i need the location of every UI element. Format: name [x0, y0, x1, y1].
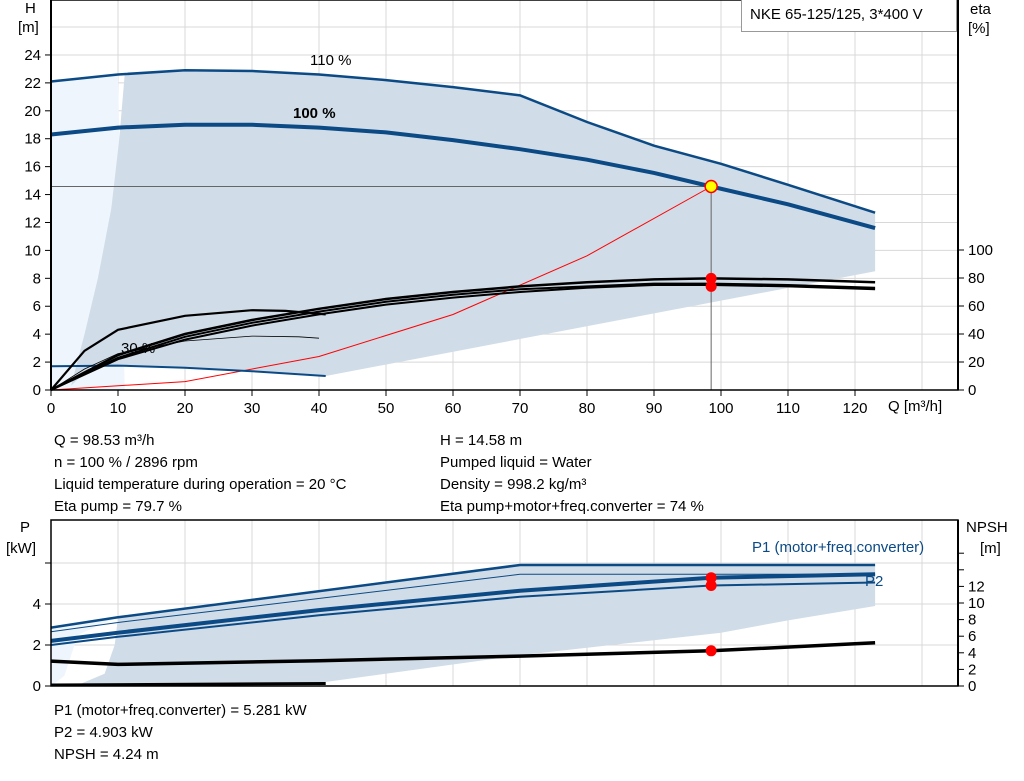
- p-axis-label: P: [20, 519, 31, 536]
- eta-curve-4: [50, 335, 320, 391]
- h-tick-label: 20: [24, 103, 41, 120]
- h-tick-label: 14: [24, 187, 41, 204]
- curve-label-30: 30 %: [121, 340, 156, 357]
- info-density: Density = 998.2 kg/m³: [440, 476, 587, 493]
- npsh-tick-label: 10: [968, 595, 985, 612]
- info-speed: n = 100 % / 2896 rpm: [54, 454, 198, 471]
- h-tick-label: 4: [33, 326, 41, 343]
- curve-label-100: 100 %: [293, 105, 336, 122]
- info-flow: Q = 98.53 m³/h: [54, 432, 155, 449]
- info-temperature: Liquid temperature during operation = 20…: [54, 476, 347, 493]
- power-curve-1: [50, 563, 876, 629]
- eta-tick-label: 20: [968, 354, 985, 371]
- power-curve-3: [50, 572, 876, 643]
- npsh-tick-label: 6: [968, 628, 976, 645]
- q-tick-label: 50: [378, 400, 395, 417]
- eta-total-duty-marker: [705, 280, 717, 292]
- q-tick-label: 40: [311, 400, 328, 417]
- npsh-tick-label: 8: [968, 612, 976, 629]
- q-tick-label: 90: [646, 400, 663, 417]
- head-curve-1: [50, 69, 876, 214]
- npsh-axis-unit: [m]: [980, 540, 1001, 557]
- duty-info-bottom: P1 (motor+freq.converter) = 5.281 kW P2 …: [54, 700, 307, 766]
- npsh-duty-marker: [705, 645, 717, 657]
- eta-axis-label: eta: [970, 1, 991, 18]
- q-tick-label: 100: [708, 400, 733, 417]
- npsh-tick-label: 0: [968, 678, 976, 695]
- eta-tick-label: 100: [968, 242, 993, 259]
- q-tick-label: 0: [47, 400, 55, 417]
- info-p1: P1 (motor+freq.converter) = 5.281 kW: [54, 702, 307, 719]
- npsh-curve: [50, 641, 876, 667]
- h-tick-label: 8: [33, 270, 41, 287]
- power-curve-5: [50, 682, 326, 687]
- system-curve: [50, 186, 712, 391]
- q-tick-label: 80: [579, 400, 596, 417]
- p-axis-unit: [kW]: [6, 540, 36, 557]
- pump-title-box: NKE 65-125/125, 3*400 V: [741, 0, 957, 32]
- info-eta-pump: Eta pump = 79.7 %: [54, 498, 182, 515]
- duty-info-left: Q = 98.53 m³/h n = 100 % / 2896 rpm Liqu…: [54, 430, 346, 518]
- power-curve-4: [50, 581, 876, 646]
- curve-label-110: 110 %: [310, 52, 352, 69]
- q-tick-label: 20: [177, 400, 194, 417]
- info-liquid: Pumped liquid = Water: [440, 454, 592, 471]
- info-p2: P2 = 4.903 kW: [54, 724, 153, 741]
- eta-tick-label: 0: [968, 382, 976, 399]
- h-tick-label: 22: [24, 75, 41, 92]
- power-range-light-shading: [51, 617, 118, 686]
- p-tick-label: 4: [33, 596, 41, 613]
- q-tick-label: 110: [776, 400, 800, 417]
- q-tick-label: 10: [110, 400, 127, 417]
- q-tick-label: 60: [445, 400, 462, 417]
- head-duty-marker: [704, 179, 718, 194]
- h-tick-label: 16: [24, 159, 41, 176]
- h-tick-label: 12: [24, 214, 41, 231]
- p-tick-label: 2: [33, 637, 41, 654]
- power-curve-2: [50, 573, 876, 633]
- p1-duty-marker: [705, 572, 717, 584]
- q-tick-label: 30: [244, 400, 261, 417]
- q-tick-label: 120: [842, 400, 867, 417]
- legend-p1: P1 (motor+freq.converter): [752, 539, 925, 556]
- operating-range-shading: [71, 70, 876, 386]
- eta-tick-label: 80: [968, 270, 985, 287]
- info-eta-total: Eta pump+motor+freq.converter = 74 %: [440, 498, 704, 515]
- h-tick-label: 6: [33, 298, 41, 315]
- p2-duty-marker: [705, 579, 717, 591]
- eta-curve-5: [50, 309, 326, 391]
- legend-p2: P2: [865, 573, 884, 590]
- h-tick-label: 2: [33, 354, 41, 371]
- npsh-tick-label: 4: [968, 645, 976, 662]
- p-tick-label: 0: [33, 678, 41, 695]
- info-npsh: NPSH = 4.24 m: [54, 746, 159, 763]
- h-axis-label: H: [25, 0, 36, 17]
- eta-tick-label: 60: [968, 298, 985, 315]
- h-axis-unit: [m]: [18, 19, 39, 36]
- npsh-tick-label: 12: [968, 578, 985, 595]
- h-tick-label: 0: [33, 382, 41, 399]
- npsh-tick-label: 2: [968, 661, 976, 678]
- h-tick-label: 24: [24, 47, 41, 64]
- info-head: H = 14.58 m: [440, 432, 523, 449]
- eta-pump-duty-marker: [705, 272, 717, 284]
- h-tick-label: 18: [24, 131, 41, 148]
- h-tick-label: 10: [24, 242, 41, 259]
- duty-info-right: H = 14.58 m Pumped liquid = Water Densit…: [440, 430, 704, 518]
- npsh-axis-label: NPSH: [966, 519, 1008, 536]
- pump-title: NKE 65-125/125, 3*400 V: [750, 6, 923, 23]
- power-range-shading: [77, 565, 876, 685]
- eta-axis-unit: [%]: [968, 20, 990, 37]
- q-tick-label: 70: [512, 400, 529, 417]
- q-axis-label: Q [m³/h]: [888, 398, 943, 415]
- eta-tick-label: 40: [968, 326, 985, 343]
